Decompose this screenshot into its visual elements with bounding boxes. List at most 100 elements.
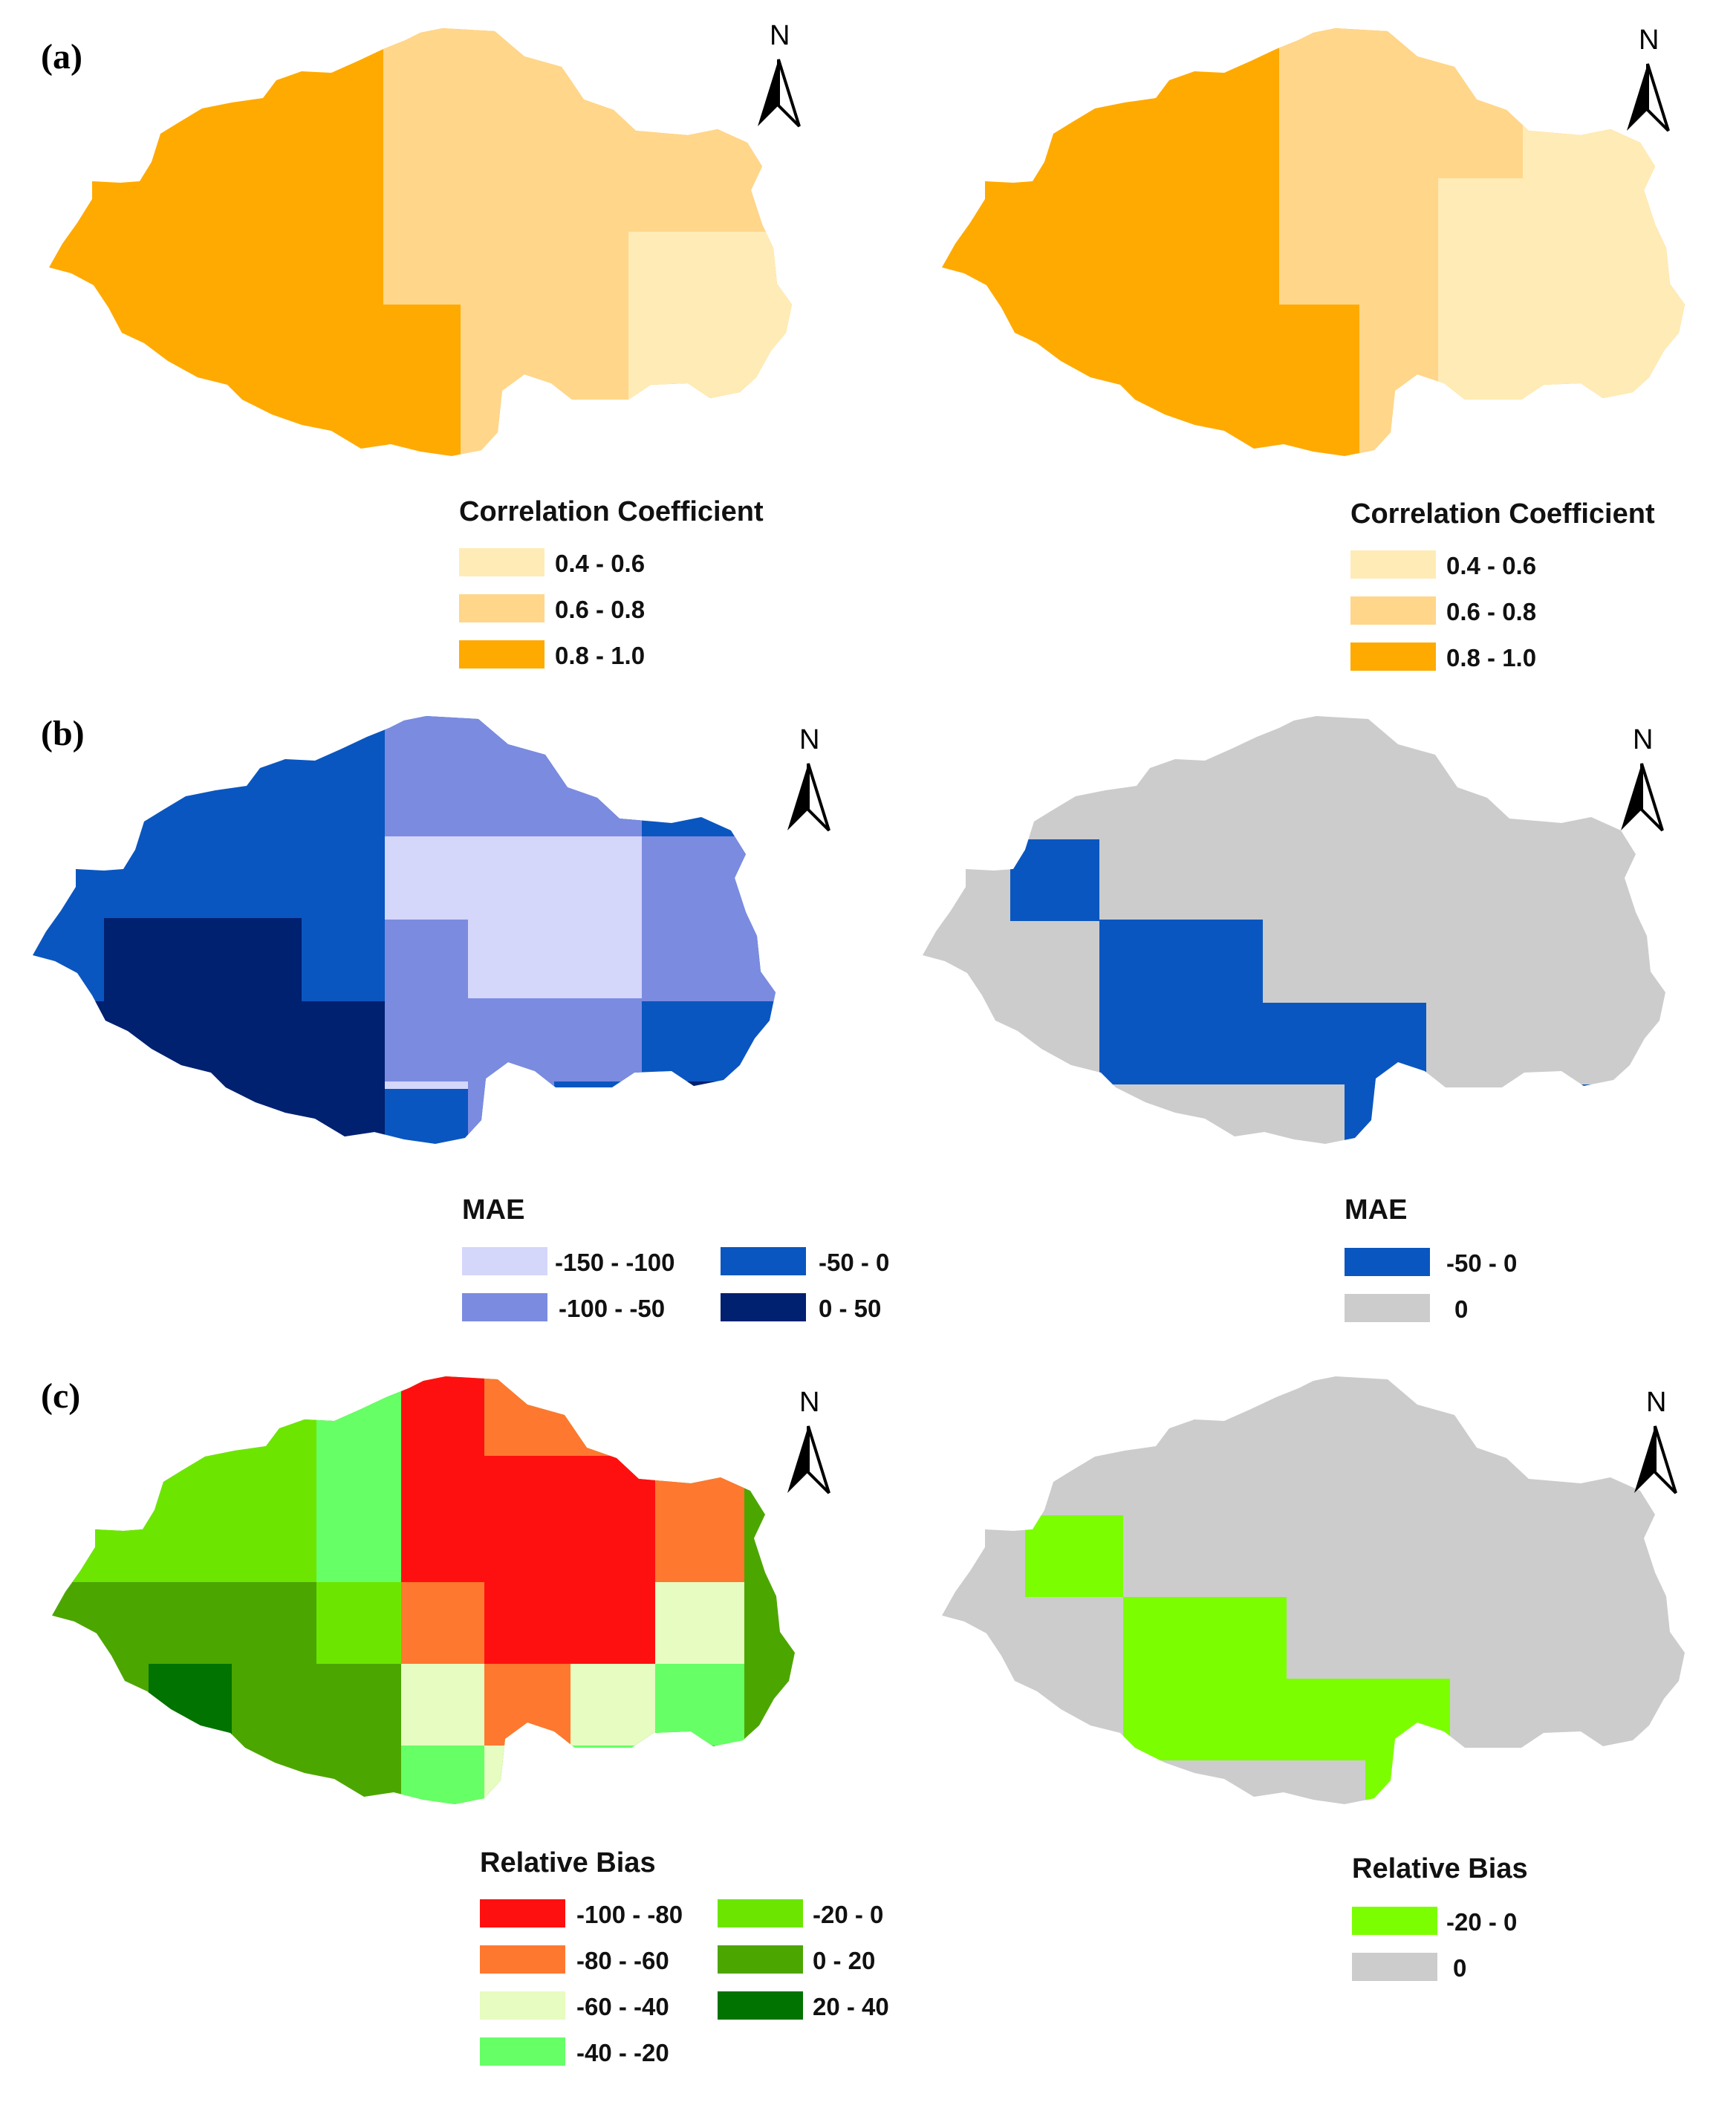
panel-label-a: (a) bbox=[41, 37, 82, 77]
legend-swatch bbox=[1352, 1953, 1437, 1981]
legend-label: 0 - 50 bbox=[819, 1295, 881, 1322]
legend-label: 0 bbox=[1454, 1295, 1468, 1323]
grid-cell bbox=[385, 920, 468, 1001]
grid-cell bbox=[1523, 178, 1685, 456]
grid-cell bbox=[655, 1664, 744, 1746]
svg-text:N: N bbox=[1633, 724, 1653, 755]
legend-mae-left: MAE -150 - -100 -100 - -50 -50 - 0 0 - 5… bbox=[455, 1181, 930, 1334]
north-arrow-icon: N bbox=[787, 1387, 830, 1494]
grid-cell bbox=[149, 1664, 232, 1746]
grid-cell bbox=[33, 1001, 385, 1084]
grid-cell bbox=[401, 1376, 484, 1582]
legend-label: 0 - 20 bbox=[813, 1947, 875, 1974]
grid-cell bbox=[570, 1664, 655, 1746]
legend-label: -20 - 0 bbox=[813, 1901, 883, 1928]
legend-relbias-right: Relative Bias -20 - 0 0 bbox=[1345, 1841, 1590, 1997]
panel-label-c: (c) bbox=[41, 1376, 80, 1416]
grid-cell bbox=[1263, 1166, 1345, 1248]
grid-cell bbox=[1523, 28, 1685, 178]
legend-label: -80 - -60 bbox=[576, 1947, 669, 1974]
grid-cell bbox=[484, 1582, 655, 1664]
legend-swatch bbox=[480, 1945, 565, 1974]
legend-swatch bbox=[721, 1293, 806, 1321]
grid-cell bbox=[104, 918, 302, 1001]
legend-title: Relative Bias bbox=[480, 1847, 656, 1878]
legend-label: 0.8 - 1.0 bbox=[1446, 644, 1536, 671]
legend-title: Correlation Coefficient bbox=[459, 496, 764, 527]
grid-cell bbox=[149, 1827, 232, 1894]
grid-cell bbox=[1345, 1084, 1426, 1144]
legend-correlation-right: Correlation Coefficient 0.4 - 0.6 0.6 - … bbox=[1346, 483, 1734, 683]
grid-cell bbox=[1123, 1679, 1450, 1760]
legend-swatch bbox=[480, 2037, 565, 2066]
panel-label-b: (b) bbox=[41, 714, 85, 753]
grid-cell bbox=[1438, 178, 1523, 401]
grid-cell bbox=[385, 998, 642, 1081]
grid-cell bbox=[484, 1664, 570, 1746]
legend-label: -50 - 0 bbox=[1446, 1249, 1517, 1277]
legend-label: -50 - 0 bbox=[819, 1249, 889, 1276]
grid-cell bbox=[232, 1827, 316, 1909]
legend-label: 0.8 - 1.0 bbox=[555, 642, 645, 669]
grid-cell bbox=[52, 1746, 149, 1804]
grid-cell bbox=[1508, 1084, 1665, 1144]
grid-cell bbox=[316, 1582, 401, 1664]
legend-swatch bbox=[1345, 1294, 1430, 1322]
grid-cell bbox=[484, 1456, 655, 1582]
grid-cell bbox=[132, 1084, 385, 1144]
legend-swatch bbox=[1345, 1248, 1430, 1276]
legend-label: 0.4 - 0.6 bbox=[1446, 552, 1536, 579]
legend-swatch bbox=[459, 594, 544, 622]
legend-swatch bbox=[718, 1899, 803, 1928]
legend-label: 20 - 40 bbox=[813, 1993, 889, 2020]
grid-cell bbox=[383, 28, 628, 305]
grid-cell bbox=[1099, 1166, 1181, 1248]
grid-cell bbox=[642, 1081, 776, 1144]
grid-cell bbox=[1123, 1597, 1287, 1679]
legend-label: -20 - 0 bbox=[1446, 1908, 1517, 1936]
grid-cell bbox=[401, 1664, 484, 1746]
grid-cell bbox=[1010, 839, 1099, 921]
legend-swatch bbox=[1350, 643, 1436, 671]
svg-text:N: N bbox=[799, 1387, 819, 1418]
grid-cell bbox=[401, 1582, 484, 1664]
grid-cell bbox=[958, 1166, 1018, 1248]
north-arrow-icon: N bbox=[787, 724, 830, 832]
grid-cell bbox=[385, 716, 642, 836]
legend-swatch bbox=[1350, 596, 1436, 625]
north-arrow-icon: N bbox=[1621, 724, 1664, 832]
grid-cell bbox=[655, 1582, 744, 1664]
north-arrow-icon: N bbox=[1634, 1387, 1677, 1494]
grid-cell bbox=[1532, 1760, 1685, 1804]
legend-label: -40 - -20 bbox=[576, 2039, 669, 2066]
legend-swatch bbox=[459, 640, 544, 668]
grid-cell bbox=[484, 1376, 655, 1456]
legend-label: -100 - -50 bbox=[559, 1295, 665, 1322]
grid-cell bbox=[1123, 1842, 1205, 1924]
grid-cell bbox=[1099, 920, 1263, 1003]
legend-swatch bbox=[718, 1991, 803, 2020]
grid-cell bbox=[484, 1746, 570, 1804]
legend-correlation-left: Correlation Coefficient 0.4 - 0.6 0.6 - … bbox=[455, 481, 842, 680]
legend-swatch bbox=[480, 1899, 565, 1928]
legend-relbias-left: Relative Bias -100 - -80 -80 - -60 -60 -… bbox=[472, 1835, 940, 2108]
grid-cell bbox=[316, 1376, 401, 1582]
legend-swatch bbox=[718, 1945, 803, 1974]
legend-title: MAE bbox=[462, 1194, 524, 1226]
legend-swatch bbox=[721, 1247, 806, 1275]
grid-cell bbox=[642, 836, 776, 1001]
legend-swatch bbox=[462, 1293, 547, 1321]
svg-text:N: N bbox=[1646, 1387, 1666, 1418]
legend-swatch bbox=[462, 1247, 547, 1275]
grid-cell bbox=[1025, 1515, 1123, 1597]
legend-title: Relative Bias bbox=[1352, 1853, 1528, 1884]
legend-label: -150 - -100 bbox=[555, 1249, 674, 1276]
grid-cell bbox=[966, 1842, 1040, 1924]
legend-swatch bbox=[1352, 1907, 1437, 1935]
grid-cell bbox=[0, 1827, 149, 1894]
grid-cell bbox=[468, 1081, 554, 1144]
legend-title: MAE bbox=[1345, 1194, 1407, 1226]
legend-label: 0.6 - 0.8 bbox=[1446, 598, 1536, 625]
grid-cell bbox=[1365, 1760, 1450, 1804]
